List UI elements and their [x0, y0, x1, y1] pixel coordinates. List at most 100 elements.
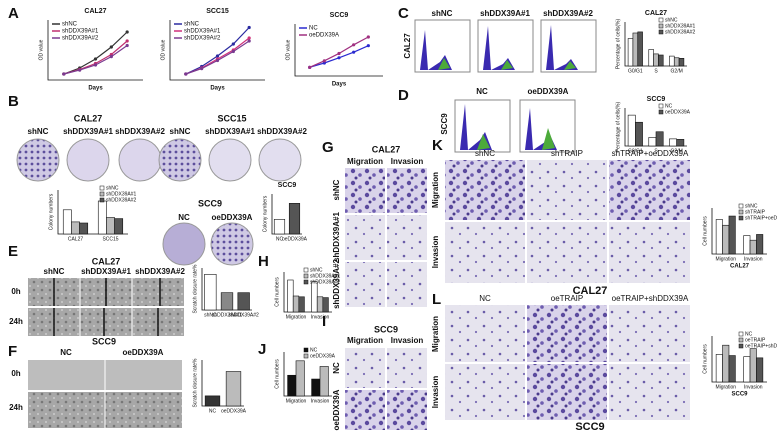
- group-title: SCC9: [198, 198, 222, 208]
- bar: [743, 356, 751, 383]
- chart-title: SCC9: [647, 96, 666, 103]
- transwell-image: [527, 160, 607, 220]
- bar: [715, 219, 723, 255]
- axis: [294, 24, 383, 77]
- x-tick-label: shDDX39A#2: [229, 312, 260, 318]
- panel-letter: B: [8, 93, 19, 110]
- x-tick-label: NC: [209, 408, 217, 414]
- bar: [648, 137, 657, 147]
- legend-label: oeDDX39A: [665, 109, 691, 115]
- legend-label: oeDDX39A: [309, 33, 339, 39]
- column-label: shNC: [28, 127, 49, 136]
- y-axis-label: Scratch closure rate%: [192, 264, 198, 313]
- dish-image: [258, 138, 302, 182]
- chart: Scratch closure rate% NC oeDDX39A: [192, 358, 246, 414]
- rescue-images: shNC shTRAIP shTRAIP+oeDDX39A Migration …: [431, 149, 690, 433]
- bar: [715, 354, 723, 383]
- x-axis-label: SCC9: [731, 392, 748, 398]
- bar: [298, 296, 305, 313]
- legend-swatch: [99, 191, 105, 197]
- bar: [114, 218, 124, 235]
- row-label: Migration: [431, 316, 440, 352]
- bar: [319, 366, 329, 397]
- axis: [201, 268, 252, 311]
- bar: [658, 54, 664, 67]
- point: [109, 55, 113, 59]
- axis: [624, 22, 687, 67]
- point: [125, 39, 129, 43]
- legend-label: shNC: [665, 17, 678, 23]
- bar: [204, 273, 217, 311]
- bar: [627, 114, 636, 147]
- histogram-shape: [542, 128, 555, 150]
- dish-image: [16, 138, 60, 182]
- legend-swatch: [658, 17, 664, 23]
- legend-swatch: [99, 197, 105, 203]
- chart-title: SCC15: [206, 8, 229, 15]
- histogram-shape: [483, 26, 515, 70]
- y-axis-label: Percentage of cells(%): [615, 102, 621, 153]
- x-tick-label: oeDDX39A: [221, 408, 247, 414]
- legend-swatch: [303, 353, 309, 359]
- point: [366, 35, 370, 39]
- legend-label: shNC: [310, 267, 323, 273]
- x-tick-label: G0/G1: [628, 68, 643, 74]
- flow-histograms: shNC shDDX39A#1 shDDX39A#2 CAL27 NC oeDD…: [403, 9, 597, 153]
- column-label: shNC: [475, 149, 495, 158]
- column-label: shDDX39A#2: [257, 127, 307, 136]
- bar: [673, 57, 680, 67]
- chart-title: CAL27: [84, 8, 106, 15]
- x-axis-label: CAL27: [730, 264, 750, 270]
- legend-label: shTRAIP+oeDDX39A: [745, 215, 777, 221]
- legend-label: shNC: [184, 22, 200, 28]
- y-axis-label: Percentage of cells(%): [615, 19, 621, 70]
- row-label: 0h: [11, 287, 20, 296]
- point: [78, 68, 82, 72]
- transwell-image: [445, 222, 525, 283]
- x-tick-label: Invasion: [744, 256, 763, 262]
- point: [247, 36, 251, 40]
- histogram-shape: [564, 61, 576, 70]
- bar: [669, 138, 677, 147]
- y-axis-label: Cell numbers: [274, 359, 280, 389]
- column-label: Invasion: [391, 336, 424, 345]
- legend-swatch: [658, 23, 664, 29]
- x-tick-label: G0/G1: [628, 148, 643, 154]
- column-label: shDDX39A#1: [63, 127, 113, 136]
- point: [125, 43, 129, 48]
- bar: [655, 131, 664, 147]
- bar: [311, 378, 321, 397]
- panel-letter: I: [322, 313, 326, 330]
- point: [308, 65, 312, 69]
- point: [337, 56, 341, 60]
- bar: [322, 297, 329, 313]
- legend-label: oeDDX39A: [310, 353, 336, 359]
- bar: [632, 32, 639, 67]
- legend-swatch: [738, 209, 744, 215]
- bar: [669, 55, 675, 67]
- x-tick-label: CAL27: [68, 236, 84, 242]
- bar: [756, 357, 764, 383]
- scratch-images: CAL27 shNC shDDX39A#1 shDDX39A#2 0h 24h …: [9, 256, 185, 428]
- row-label: Migration: [431, 172, 440, 208]
- column-label: NC: [479, 294, 491, 303]
- point: [215, 54, 220, 58]
- point: [352, 43, 356, 47]
- legend-swatch: [303, 279, 309, 285]
- x-tick-label: Migration: [715, 384, 736, 390]
- legend-swatch: [658, 103, 664, 109]
- x-tick-label: Invasion: [311, 314, 330, 320]
- column-label: shNC: [44, 267, 65, 276]
- histogram-shape: [501, 60, 513, 70]
- point: [231, 49, 235, 54]
- bar: [653, 53, 659, 67]
- histogram-shape: [477, 134, 490, 150]
- legend-swatch: [303, 273, 309, 279]
- panel-letter: D: [398, 87, 409, 104]
- dish-image: [162, 222, 206, 266]
- panel-letter: H: [258, 253, 269, 270]
- transwell-image: [609, 160, 690, 220]
